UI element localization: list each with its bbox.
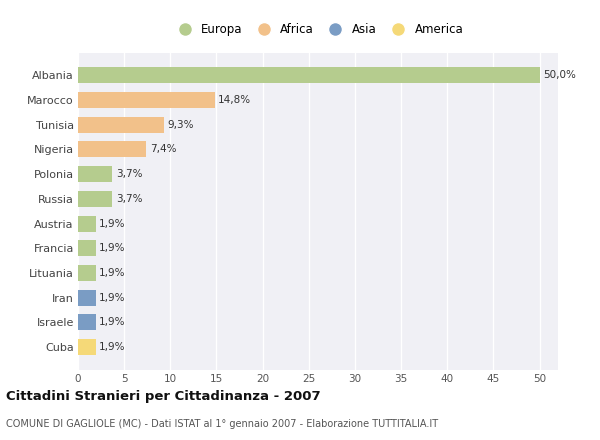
Bar (78, 166, 112, 182)
Legend: Europa, Africa, Asia, America: Europa, Africa, Asia, America (168, 18, 468, 40)
Text: 1,9%: 1,9% (99, 342, 126, 352)
Bar (78, 67, 539, 83)
Bar (78, 191, 112, 207)
Text: 3,7%: 3,7% (116, 194, 142, 204)
Text: COMUNE DI GAGLIOLE (MC) - Dati ISTAT al 1° gennaio 2007 - Elaborazione TUTTITALI: COMUNE DI GAGLIOLE (MC) - Dati ISTAT al … (6, 419, 438, 429)
Bar (78, 92, 215, 108)
Text: 3,7%: 3,7% (116, 169, 142, 179)
Bar (78, 141, 146, 158)
Bar (78, 216, 95, 231)
Text: 50,0%: 50,0% (543, 70, 576, 80)
Bar (78, 315, 95, 330)
Bar (78, 339, 95, 355)
Bar (78, 265, 95, 281)
Text: 1,9%: 1,9% (99, 317, 126, 327)
Text: 1,9%: 1,9% (99, 268, 126, 278)
Text: 1,9%: 1,9% (99, 293, 126, 303)
Text: 1,9%: 1,9% (99, 243, 126, 253)
Text: 1,9%: 1,9% (99, 219, 126, 228)
Bar (78, 117, 164, 133)
Text: 14,8%: 14,8% (218, 95, 251, 105)
Bar (78, 290, 95, 306)
Text: 9,3%: 9,3% (167, 120, 194, 130)
Text: Cittadini Stranieri per Cittadinanza - 2007: Cittadini Stranieri per Cittadinanza - 2… (6, 390, 320, 403)
Bar (78, 240, 95, 257)
Text: 7,4%: 7,4% (150, 144, 176, 154)
